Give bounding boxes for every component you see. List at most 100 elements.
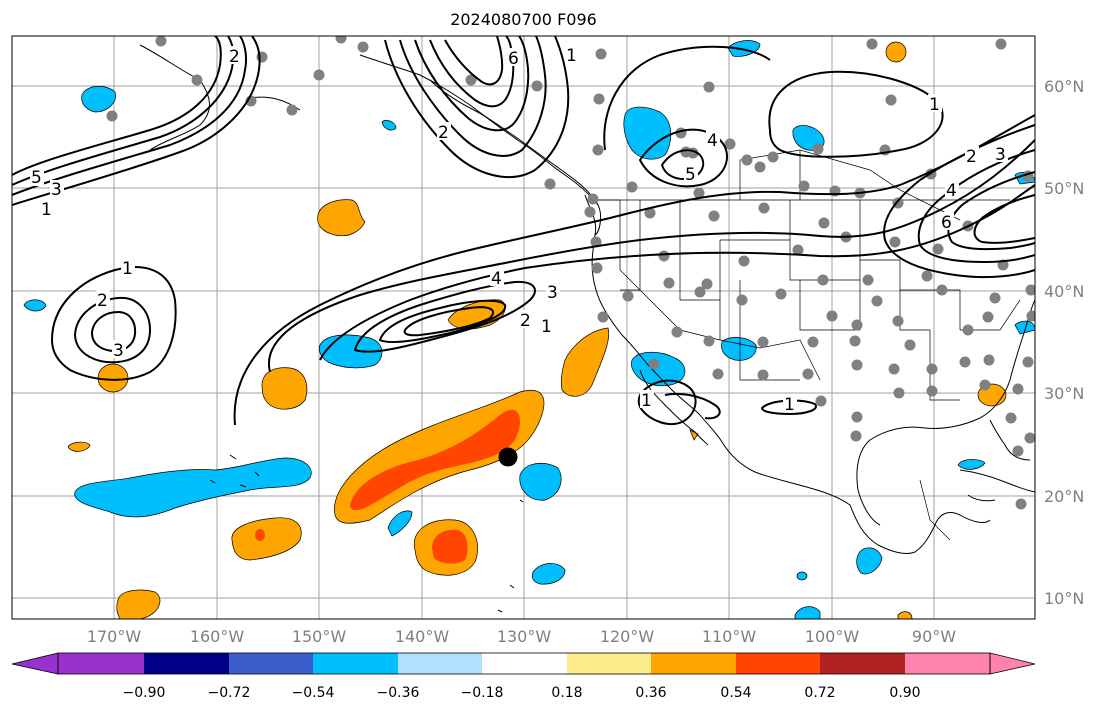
map-panel: 1 3 5 1 2 3 4 3 2 1 2 6 1 2 — [12, 36, 1035, 619]
contour-label: 3 — [113, 341, 124, 361]
colorbar-segment — [820, 653, 905, 674]
contour-label: 5 — [31, 168, 42, 188]
colorbar-tick-label: −0.36 — [377, 685, 420, 701]
positive-region — [255, 529, 265, 541]
lon-label: 160°W — [190, 627, 245, 646]
contour-label: 1 — [641, 391, 652, 411]
map-title: 2024080700 F096 — [450, 10, 597, 29]
lat-label: 50°N — [1044, 179, 1084, 198]
colorbar-segment — [144, 653, 229, 674]
negative-region — [387, 510, 413, 537]
colorbar-tick-label: −0.90 — [123, 685, 166, 701]
colorbar-extend-high — [989, 652, 1036, 675]
negative-region — [531, 563, 566, 585]
colorbar-segment — [398, 653, 482, 674]
lat-label: 20°N — [1044, 487, 1084, 506]
negative-region — [957, 459, 986, 470]
contour-label: 4 — [707, 131, 718, 151]
positive-region — [261, 367, 308, 410]
negative-region — [794, 606, 821, 619]
latitude-labels: 60°N 50°N 40°N 30°N 20°N 10°N — [1044, 77, 1084, 608]
contour-label: 2 — [438, 123, 449, 143]
positive-region — [116, 589, 161, 619]
colorbar-segment — [313, 653, 398, 674]
contour-label: 5 — [685, 165, 696, 185]
colorbar-tick-label: 0.90 — [889, 685, 920, 701]
negative-region — [856, 547, 883, 575]
colorbar-frame — [57, 652, 991, 675]
positive-region — [897, 611, 913, 619]
positive-region — [689, 429, 699, 441]
contour-label: 3 — [995, 145, 1006, 165]
longitude-labels: 170°W 160°W 150°W 140°W 130°W 120°W 110°… — [87, 627, 956, 646]
colorbar-tick-label: 0.72 — [804, 685, 835, 701]
negative-region — [796, 571, 808, 581]
negative-region — [74, 457, 312, 518]
contour-label: 2 — [520, 311, 531, 331]
lat-label: 40°N — [1044, 282, 1084, 301]
lat-label: 30°N — [1044, 384, 1084, 403]
negative-region — [519, 462, 562, 501]
colorbar-segment — [905, 653, 990, 674]
lon-label: 120°W — [600, 627, 655, 646]
negative-region — [721, 337, 757, 361]
negative-region — [381, 120, 397, 131]
colorbar-segment — [736, 653, 820, 674]
positive-region — [317, 199, 366, 237]
colorbar-tick-label: −0.72 — [208, 685, 251, 701]
contour-label: 3 — [51, 180, 62, 200]
lon-label: 100°W — [805, 627, 860, 646]
colorbar: −0.90 −0.72 −0.54 −0.36 −0.18 0.18 0.36 … — [11, 652, 1036, 701]
colorbar-segment — [567, 653, 651, 674]
contour-label: 2 — [966, 147, 977, 167]
contour-label: 1 — [784, 395, 795, 415]
contour-label: 1 — [566, 46, 577, 66]
contour-label: 4 — [946, 181, 957, 201]
lon-label: 90°W — [912, 627, 956, 646]
colorbar-tick-label: −0.54 — [292, 685, 335, 701]
lon-label: 140°W — [395, 627, 450, 646]
station-markers — [106, 36, 1035, 510]
lat-label: 60°N — [1044, 77, 1084, 96]
positive-region — [67, 441, 91, 452]
negative-region — [81, 86, 116, 113]
contour-label-group: 1 3 5 1 2 3 4 3 2 1 2 6 1 2 — [30, 45, 1008, 415]
contour-label: 1 — [122, 259, 133, 279]
contour-label: 3 — [547, 283, 558, 303]
positive-region — [97, 363, 129, 393]
colorbar-extend-low — [11, 652, 59, 675]
colorbar-segment — [651, 653, 736, 674]
positive-region — [350, 409, 520, 511]
colorbar-tick-label: 0.18 — [551, 685, 582, 701]
colorbar-tick-label: 0.54 — [720, 685, 751, 701]
lon-label: 150°W — [292, 627, 347, 646]
negative-region — [1014, 320, 1035, 335]
contour-label: 2 — [97, 291, 108, 311]
graticule — [12, 36, 1035, 619]
positive-region — [231, 517, 302, 561]
contour-label: 1 — [41, 200, 52, 220]
positive-region — [885, 41, 907, 63]
colorbar-segment — [58, 653, 144, 674]
contour-label: 6 — [508, 49, 519, 69]
negative-region — [623, 106, 672, 160]
positive-region — [432, 529, 468, 564]
colorbar-tick-label: −0.18 — [461, 685, 504, 701]
colorbar-segment — [229, 653, 313, 674]
lon-label: 110°W — [702, 627, 757, 646]
contour-label: 1 — [541, 317, 552, 337]
positive-region — [560, 327, 610, 397]
colorbar-tick-label: 0.36 — [635, 685, 666, 701]
negative-region — [23, 299, 47, 312]
contour-label: 4 — [491, 269, 502, 289]
lat-label: 10°N — [1044, 589, 1084, 608]
contour-label: 1 — [929, 95, 940, 115]
political-borders — [598, 149, 1021, 541]
contour-label: 2 — [229, 47, 240, 67]
storm-position-marker — [498, 447, 518, 467]
lon-label: 130°W — [497, 627, 552, 646]
lon-label: 170°W — [87, 627, 142, 646]
colorbar-segment — [482, 653, 567, 674]
contour-label: 6 — [941, 213, 952, 233]
